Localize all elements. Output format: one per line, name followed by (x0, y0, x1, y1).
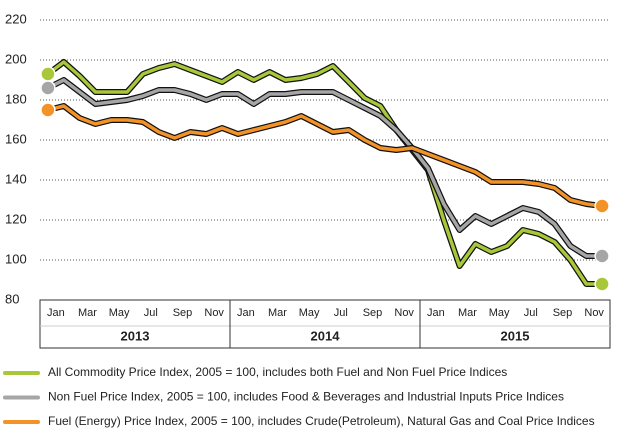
x-tick-label: Mar (458, 307, 477, 319)
x-tick-label: Sep (553, 307, 573, 319)
y-tick-label: 140 (5, 171, 27, 186)
y-tick-label: 80 (5, 291, 19, 306)
y-tick-label: 120 (5, 211, 27, 226)
x-tick-label: May (489, 307, 510, 319)
x-tick-label: Jan (47, 307, 65, 319)
x-tick-label: Mar (78, 307, 97, 319)
x-tick-label: Nov (394, 307, 414, 319)
end-dot (594, 276, 610, 292)
x-tick-label: Jul (334, 307, 348, 319)
x-tick-label: May (299, 307, 320, 319)
x-tick-label: Jan (427, 307, 445, 319)
end-dot (40, 66, 56, 82)
year-label: 2015 (501, 328, 530, 343)
year-label: 2013 (121, 328, 150, 343)
y-tick-label: 100 (5, 251, 27, 266)
end-dot (594, 248, 610, 264)
x-tick-label: Jan (237, 307, 255, 319)
line (46, 60, 603, 286)
line (47, 78, 603, 258)
x-tick-label: Nov (584, 307, 604, 319)
x-tick-label: Sep (363, 307, 383, 319)
legend-label: All Commodity Price Index, 2005 = 100, i… (48, 365, 507, 379)
legend-label: Non Fuel Price Index, 2005 = 100, includ… (48, 390, 564, 404)
x-tick-label: Mar (268, 307, 287, 319)
y-tick-label: 220 (5, 11, 27, 26)
end-dot (40, 80, 56, 96)
y-tick-label: 180 (5, 91, 27, 106)
x-axis-box (39, 299, 611, 349)
x-tick-label: Jul (524, 307, 538, 319)
x-tick-label: Nov (204, 307, 224, 319)
year-label: 2014 (311, 328, 341, 343)
line-outline (46, 59, 603, 287)
end-dot (40, 102, 56, 118)
line (47, 104, 603, 208)
x-tick-label: Jul (144, 307, 158, 319)
x-tick-label: May (109, 307, 130, 319)
y-tick-label: 200 (5, 51, 27, 66)
end-dot (594, 198, 610, 214)
line-outline (46, 77, 603, 259)
x-tick-label: Sep (173, 307, 193, 319)
y-tick-label: 160 (5, 131, 27, 146)
legend-label: Fuel (Energy) Price Index, 2005 = 100, i… (48, 414, 595, 428)
